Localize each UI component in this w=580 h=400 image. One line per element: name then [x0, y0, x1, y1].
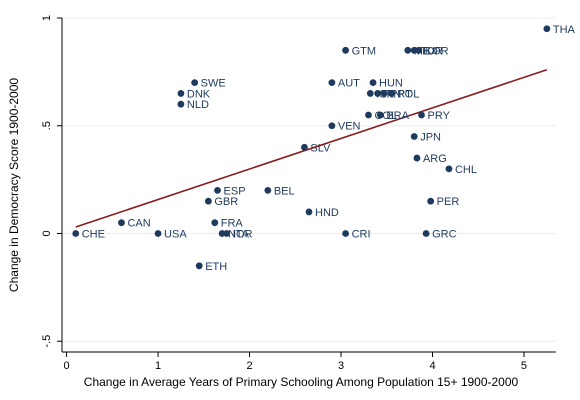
data-point-per — [427, 197, 435, 205]
data-point-gbr — [204, 197, 212, 205]
point-label-kor: KOR — [425, 45, 449, 57]
data-point-slv — [301, 143, 308, 151]
point-label-bra: BRA — [386, 110, 409, 122]
data-point-grc — [422, 230, 430, 237]
data-point-bel — [264, 186, 272, 194]
point-label-gbr: GBR — [214, 196, 238, 208]
point-label-hun: HUN — [379, 78, 403, 90]
grid-lines — [62, 17, 556, 342]
point-label-slv: SLV — [310, 142, 331, 154]
point-label-esp: ESP — [224, 185, 246, 197]
point-label-grc: GRC — [432, 228, 457, 240]
data-point-bra — [376, 111, 384, 119]
y-tick-label: 0 — [41, 230, 53, 236]
point-label-aut: AUT — [338, 78, 360, 90]
data-point-esp — [214, 186, 221, 194]
point-label-cri: CRI — [352, 228, 371, 240]
y-tick-label: -.5 — [41, 335, 53, 348]
data-point-tha — [543, 25, 551, 33]
data-point-ita — [223, 230, 231, 237]
data-point-cri — [342, 230, 349, 237]
data-point-nld — [177, 100, 185, 108]
point-label-usa: USA — [164, 228, 187, 240]
point-label-nor: NOR — [228, 228, 253, 240]
point-label-swe: SWE — [201, 78, 226, 90]
data-point-dnk — [177, 90, 185, 97]
point-label-che: CHE — [82, 228, 105, 240]
point-label-prt: PRT — [390, 88, 412, 100]
fit-line-group — [75, 68, 548, 228]
data-point-can — [118, 219, 125, 227]
data-point-arg — [413, 154, 421, 162]
y-axis-title: Change in Democracy Score 1900-2000 — [7, 78, 21, 292]
data-point-che — [72, 230, 80, 237]
point-label-hnd: HND — [315, 207, 339, 219]
data-point-kor — [415, 46, 423, 54]
x-tick-label: 4 — [429, 360, 435, 372]
point-label-tur: TUR — [420, 45, 443, 57]
fit-line — [75, 68, 548, 228]
data-point-pol — [387, 90, 395, 97]
data-point-pry — [418, 111, 425, 119]
data-point-jpn — [410, 133, 418, 140]
data-point-mex — [404, 46, 412, 54]
point-label-arg: ARG — [423, 153, 447, 165]
x-tick-label: 1 — [155, 360, 161, 372]
x-tick-label: 5 — [521, 360, 527, 372]
point-label-nld: NLD — [187, 99, 209, 111]
point-label-dnk: DNK — [187, 88, 211, 100]
x-tick-label: 2 — [246, 360, 252, 372]
data-point-gtm — [342, 46, 349, 54]
point-label-fra: FRA — [221, 218, 244, 230]
x-axis-title: Change in Average Years of Primary Schoo… — [84, 375, 519, 389]
data-point-aut — [328, 79, 336, 87]
point-label-chl: CHL — [455, 164, 477, 176]
data-point-chl — [445, 165, 453, 173]
data-point-eth — [195, 262, 203, 270]
axes: -.5 0 .5 1 0 1 2 3 4 5 — [41, 15, 556, 372]
point-label-ita: ITA — [233, 228, 250, 240]
data-point-hnd — [305, 208, 313, 216]
point-label-eth: ETH — [205, 261, 227, 273]
point-label-tha: THA — [553, 24, 576, 36]
data-point-col — [365, 111, 372, 119]
data-point-prt — [380, 90, 388, 97]
data-point-isr — [366, 90, 374, 97]
data-point-hun — [369, 79, 377, 87]
point-label-pry: PRY — [428, 110, 451, 122]
y-tick-label: .5 — [41, 121, 53, 130]
data-point-usa — [154, 230, 162, 237]
y-tick-label: 1 — [41, 15, 53, 21]
point-label-can: CAN — [127, 218, 150, 230]
point-label-per: PER — [437, 196, 460, 208]
point-label-gtm: GTM — [352, 45, 376, 57]
point-label-bel: BEL — [274, 185, 295, 197]
data-point-fin — [374, 90, 382, 97]
point-label-ven: VEN — [338, 121, 361, 133]
x-tick-label: 0 — [64, 360, 70, 372]
point-label-jpn: JPN — [420, 132, 441, 144]
point-label-pol: POL — [397, 88, 419, 100]
data-point-fra — [211, 219, 219, 227]
data-point-swe — [191, 79, 199, 87]
data-point-ven — [328, 122, 336, 130]
x-tick-label: 3 — [338, 360, 344, 372]
